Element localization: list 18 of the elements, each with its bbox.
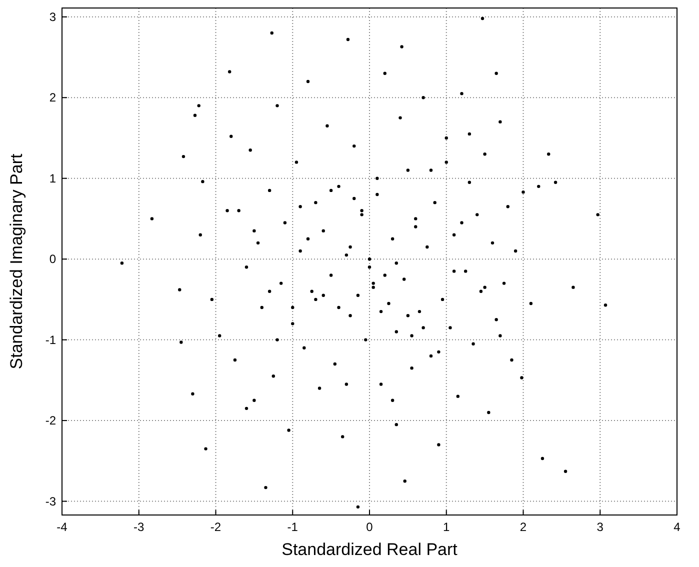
y-tick-label: 1 (49, 171, 56, 186)
x-tick-label: 2 (520, 520, 527, 534)
y-axis-title: Standardized Imaginary Part (7, 154, 26, 370)
y-tick-label: 3 (49, 10, 56, 24)
x-tick-label: -3 (134, 520, 145, 534)
y-tick-label: -3 (45, 494, 56, 508)
x-tick-label: -2 (210, 520, 222, 534)
y-tick-label: 0 (49, 252, 56, 266)
x-tick-label: -1 (287, 520, 298, 534)
x-tick-label: -4 (56, 520, 68, 534)
x-tick-label: 3 (596, 520, 604, 534)
x-tick-label: 0 (366, 520, 374, 534)
x-tick-label: 4 (674, 520, 681, 534)
y-tick-label: -1 (45, 332, 56, 347)
y-tick-label: -2 (45, 414, 56, 428)
y-tick-label: 2 (49, 90, 56, 105)
x-tick-label: 1 (443, 520, 450, 534)
x-axis-title: Standardized Real Part (282, 540, 458, 559)
